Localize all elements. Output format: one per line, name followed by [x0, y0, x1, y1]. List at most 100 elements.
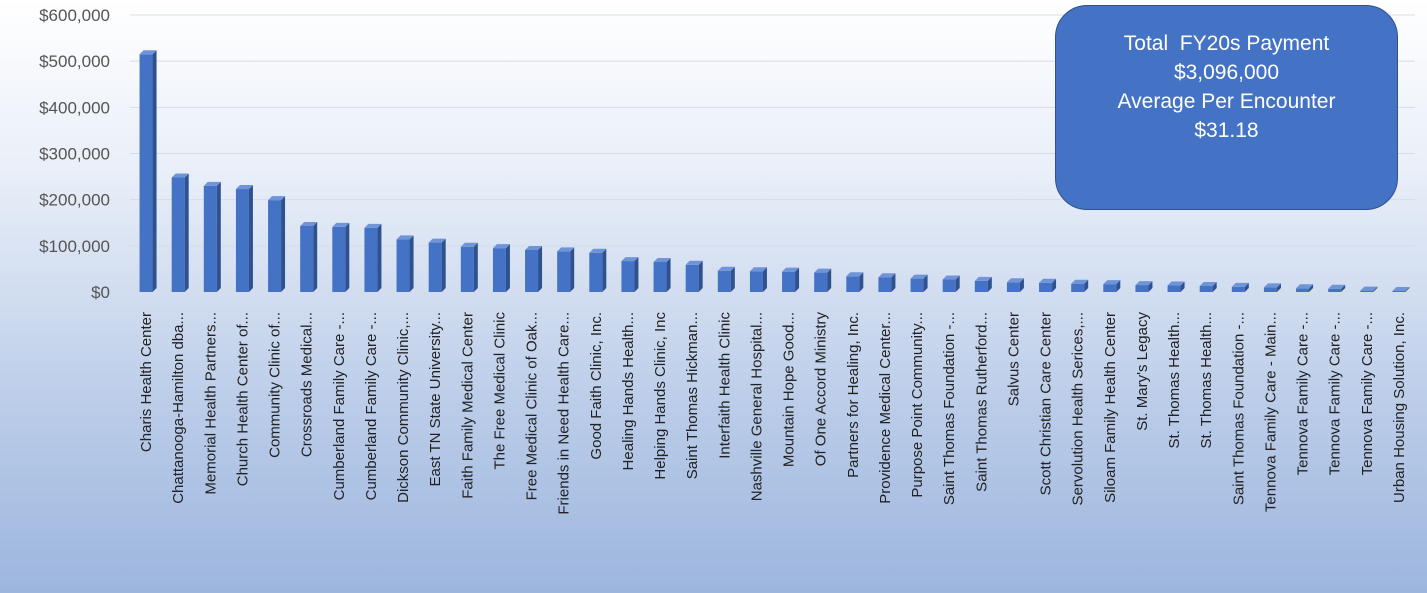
bar-side — [762, 267, 767, 292]
callout-total-value: $3,096,000 — [1173, 61, 1280, 84]
bar-side — [602, 248, 607, 292]
x-tick-label: Interfaith Health Clinic — [716, 312, 733, 459]
bar-side — [1116, 280, 1121, 292]
x-tick-label: Healing Hands Health... — [620, 312, 637, 470]
bar-front — [1328, 288, 1342, 292]
bar — [846, 272, 864, 292]
bar-side — [1276, 283, 1281, 292]
x-tick-label: Tennova Family Care -... — [1327, 312, 1344, 475]
x-axis-ticks: Charis Health Center Chattanooga-Hamilton… — [138, 312, 1408, 515]
bar-top — [782, 267, 800, 272]
bar-top — [1071, 279, 1089, 284]
bar-top — [235, 185, 253, 190]
bar-side — [987, 276, 992, 292]
summary-callout: Total FY20s Payment $3,096,000 Average P… — [1055, 5, 1398, 210]
bar-front — [300, 225, 314, 292]
x-tick-label: Siloam Family Health Center — [1102, 312, 1119, 503]
bar-front — [1231, 286, 1245, 292]
bar-front — [1103, 284, 1117, 292]
bar-side — [859, 272, 864, 292]
bar — [1296, 284, 1314, 292]
bar-top — [171, 173, 189, 178]
x-tick-label: East TN State University... — [427, 312, 444, 487]
x-tick-label: Nashville General Hospital... — [748, 312, 765, 501]
x-tick-label: Chattanooga-Hamilton dba... — [170, 312, 187, 504]
bar — [460, 242, 478, 292]
bar-front — [589, 252, 603, 292]
bar-top — [878, 273, 896, 278]
bar — [1071, 279, 1089, 292]
bar-front — [235, 189, 249, 292]
x-tick-label: Tennova Family Care -... — [1359, 312, 1376, 475]
bar — [621, 257, 639, 292]
x-tick-label: Faith Family Medical Center — [459, 312, 476, 499]
bar-top — [1039, 278, 1057, 283]
bar — [1167, 281, 1185, 292]
x-tick-label: Community Clinic of... — [267, 312, 284, 458]
bar — [717, 266, 735, 292]
bar-side — [923, 274, 928, 292]
bar — [235, 185, 253, 292]
x-tick-label: Scott Christian Care Center — [1038, 312, 1055, 495]
bar-front — [749, 271, 763, 292]
x-tick-label: Memorial Health Partners... — [202, 312, 219, 495]
bar-front — [846, 276, 860, 292]
bar-top — [1103, 280, 1121, 285]
bar-front — [1296, 288, 1310, 292]
bar-front — [1263, 287, 1277, 292]
bar-front — [1135, 285, 1149, 292]
bar-top — [268, 196, 286, 201]
bar — [1328, 284, 1346, 292]
bar — [653, 257, 671, 292]
bar — [396, 235, 414, 292]
bar-side — [441, 238, 446, 292]
bar-top — [1263, 283, 1281, 288]
x-tick-label: Dickson Community Clinic,... — [395, 312, 412, 503]
callout-average-value: $31.18 — [1194, 119, 1259, 142]
bar-front — [1167, 285, 1181, 292]
bar-front — [653, 261, 667, 292]
bar-side — [184, 173, 189, 292]
callout-total-label: Total FY20s Payment — [1123, 32, 1330, 55]
x-tick-label: Crossroads Medical... — [299, 312, 316, 457]
bar-top — [1360, 286, 1378, 291]
x-tick-label: Tennova Family Care - Main... — [1262, 312, 1279, 512]
x-tick-label: The Free Medical Clinic — [491, 312, 508, 470]
bar — [525, 245, 543, 292]
bar-top — [621, 257, 639, 262]
bar-top — [460, 242, 478, 247]
bar-side — [345, 222, 350, 292]
x-tick-label: Free Medical Clinic of Oak... — [524, 312, 541, 500]
x-tick-label: Helping Hands Clinic, Inc — [652, 312, 669, 480]
bar-front — [878, 277, 892, 292]
bar — [589, 248, 607, 292]
x-tick-label: St. Thomas Health... — [1198, 312, 1215, 448]
bar — [1263, 283, 1281, 292]
bar-top — [1167, 281, 1185, 286]
bar — [749, 267, 767, 292]
bar-front — [492, 248, 506, 292]
y-tick-label: $400,000 — [39, 98, 110, 117]
bar-front — [139, 54, 153, 292]
callout-average-label: Average Per Encounter — [1117, 90, 1336, 113]
bar — [878, 273, 896, 292]
bar — [814, 268, 832, 292]
bar-side — [216, 181, 221, 292]
bar-side — [570, 247, 575, 292]
bar-side — [313, 221, 318, 292]
bar — [942, 275, 960, 292]
bar-side — [1019, 278, 1024, 292]
bar — [364, 223, 382, 292]
bar-side — [698, 260, 703, 292]
bar-top — [428, 238, 446, 243]
bar — [268, 196, 286, 292]
bar — [1103, 280, 1121, 292]
bar — [685, 260, 703, 292]
bar-side — [827, 268, 832, 292]
bar-top — [974, 276, 992, 281]
bar-top — [1392, 287, 1410, 291]
bar-side — [473, 242, 478, 292]
bar-front — [974, 280, 988, 292]
bar — [1039, 278, 1057, 292]
